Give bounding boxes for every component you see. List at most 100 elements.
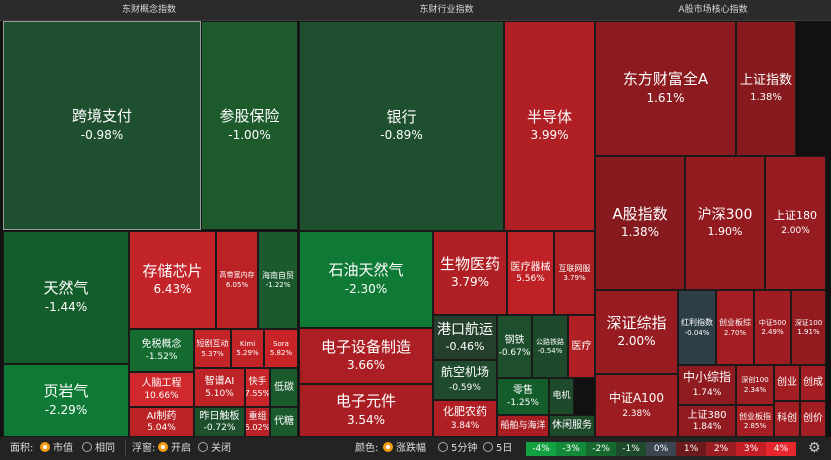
treemap-tile[interactable]: 高带宽内存 6.05% (216, 231, 258, 329)
treemap-tile[interactable]: 重组 5.02% (245, 407, 270, 437)
tile-name: 重组 (248, 411, 267, 422)
treemap-tile[interactable]: A股指数 1.38% (595, 156, 685, 290)
tile-change: 3.99% (530, 128, 569, 143)
treemap-tile[interactable]: 化肥农药 3.84% (433, 400, 497, 437)
treemap-tile[interactable]: 银行 -0.89% (299, 21, 504, 231)
treemap-tile[interactable]: 上证指数 1.38% (736, 21, 796, 156)
treemap-tile[interactable]: 零售 -1.25% (497, 378, 549, 415)
treemap-tile[interactable]: 快手 7.55% (245, 368, 270, 407)
treemap-tile[interactable]: 生物医药 3.79% (433, 231, 507, 315)
treemap-tile[interactable]: 电子设备制造 3.66% (299, 328, 433, 384)
treemap-tile[interactable]: 存储芯片 6.43% (129, 231, 216, 329)
radio-icon (198, 442, 208, 452)
tile-name: 上证380 (687, 409, 727, 421)
float-option-on[interactable]: 开启 (158, 437, 191, 460)
treemap-tile[interactable]: 航空机场 -0.59% (433, 360, 497, 400)
treemap-tile[interactable]: 深证综指 2.00% (595, 290, 678, 374)
treemap-tile[interactable]: 东方财富全A 1.61% (595, 21, 736, 156)
treemap-tile[interactable]: 沪深300 1.90% (685, 156, 765, 290)
treemap-tile[interactable]: 代糖 (270, 407, 298, 437)
gear-icon[interactable]: ⚙ (808, 440, 821, 456)
tile-change: 1.74% (692, 388, 722, 399)
treemap-tile[interactable]: 中证500 2.49% (754, 290, 791, 365)
tile-name: 高带宽内存 (219, 271, 255, 280)
treemap-tile[interactable]: 科创 (774, 401, 800, 437)
tile-name: 医疗器械 (510, 261, 551, 273)
treemap-tile[interactable]: 创业板指 2.85% (736, 405, 774, 437)
tile-change: 2.70% (723, 328, 747, 337)
treemap-tile[interactable]: 互联网服 3.79% (554, 231, 595, 315)
tile-name: 港口航运 (437, 321, 493, 338)
tile-name: 中证500 (758, 318, 787, 327)
treemap-tile[interactable]: 昨日触板 -0.72% (194, 407, 245, 437)
treemap-tile[interactable]: AI制药 5.04% (129, 407, 194, 437)
treemap-tile[interactable]: 公路铁路 -0.54% (532, 315, 568, 378)
treemap-tile[interactable]: 医疗器械 5.56% (507, 231, 554, 315)
tile-change: -0.89% (380, 128, 423, 143)
treemap-tile[interactable]: 跨境支付 -0.98% (3, 21, 201, 230)
treemap-tile[interactable]: 海南自贸 -1.22% (258, 231, 298, 329)
treemap-tile[interactable]: 休闲服务 (549, 415, 595, 437)
treemap-tile[interactable]: 免税概念 -1.52% (129, 329, 194, 372)
treemap-tile[interactable]: 港口航运 -0.46% (433, 315, 497, 360)
legend-swatch: 4% (766, 442, 796, 456)
color-option-change[interactable]: 涨跌幅 (383, 437, 426, 460)
color-option-5min[interactable]: 5分钟 (438, 437, 477, 460)
treemap-tile[interactable]: 半导体 3.99% (504, 21, 595, 231)
treemap-tile[interactable]: 创成 (800, 365, 826, 401)
tile-change: -1.44% (44, 299, 88, 314)
tile-change: -0.46% (445, 339, 485, 353)
treemap-tile[interactable]: 创业板综 2.70% (716, 290, 754, 365)
tile-name: 天然气 (43, 279, 89, 298)
treemap-tile[interactable]: 天然气 -1.44% (3, 231, 129, 364)
area-option-equal[interactable]: 相同 (82, 437, 115, 460)
area-option-market-cap[interactable]: 市值 (40, 437, 73, 460)
treemap-tile[interactable]: 船舶与海洋 (497, 415, 549, 437)
tile-change: -0.98% (80, 127, 124, 142)
treemap-tile[interactable]: 电机 (549, 378, 574, 415)
treemap-tile[interactable]: 上证180 2.00% (765, 156, 826, 290)
tile-change: 3.66% (346, 358, 386, 373)
tile-name: 中证A100 (608, 390, 665, 405)
treemap-tile[interactable]: 上证380 1.84% (678, 405, 736, 437)
tile-name: AI制药 (146, 410, 177, 422)
tile-change: 5.37% (201, 349, 224, 358)
tile-change: 3.84% (450, 421, 480, 432)
tile-name: 生物医药 (439, 254, 500, 273)
treemap-tile[interactable]: 人脑工程 10.66% (129, 372, 194, 407)
tile-change: 1.84% (692, 422, 722, 433)
treemap-tile[interactable]: 钢铁 -0.67% (497, 315, 532, 378)
tile-name: 深证100 (794, 318, 823, 327)
treemap-tile[interactable]: 深创100 2.34% (736, 365, 774, 405)
color-option-5day[interactable]: 5日 (483, 437, 512, 460)
treemap-tile[interactable]: 电子元件 3.54% (299, 384, 433, 437)
treemap-tile[interactable]: 中小综指 1.74% (678, 365, 736, 405)
legend-swatch: 1% (676, 442, 706, 456)
treemap-tile[interactable]: 深证100 1.91% (791, 290, 826, 365)
tile-change: 3.79% (450, 275, 490, 290)
float-option-off[interactable]: 关闭 (198, 437, 231, 460)
tile-change: -0.72% (203, 423, 236, 434)
tile-name: 短剧互动 (196, 339, 229, 349)
tile-change: -0.67% (498, 347, 531, 358)
treemap-tile[interactable]: 中证A100 2.38% (595, 374, 678, 437)
treemap-tile[interactable]: 石油天然气 -2.30% (299, 231, 433, 328)
treemap-tile[interactable]: Sora 5.82% (264, 329, 298, 368)
treemap-tile[interactable]: 医疗 (568, 315, 595, 378)
treemap-tile[interactable]: 短剧互动 5.37% (194, 329, 231, 368)
treemap-tile[interactable]: 创业 (774, 365, 800, 401)
treemap-tile[interactable]: 红利指数 -0.04% (678, 290, 716, 365)
treemap-tile[interactable]: Kimi 5.29% (231, 329, 264, 368)
tile-change: -2.29% (44, 402, 88, 417)
treemap-tile[interactable]: 创价 (800, 401, 826, 437)
treemap-tile[interactable]: 参股保险 -1.00% (201, 21, 298, 230)
tile-name: 海南自贸 (262, 270, 294, 280)
tile-name: 创业板指 (739, 411, 771, 421)
legend-swatch: 2% (706, 442, 736, 456)
tile-change: 6.05% (225, 280, 249, 289)
tile-name: 中小综指 (682, 370, 731, 385)
treemap-tile[interactable]: 页岩气 -2.29% (3, 364, 129, 437)
treemap-tile[interactable]: 智谱AI 5.10% (194, 368, 245, 407)
treemap-tile[interactable]: 低碳 (270, 368, 298, 407)
tile-name: 创价 (803, 413, 823, 425)
